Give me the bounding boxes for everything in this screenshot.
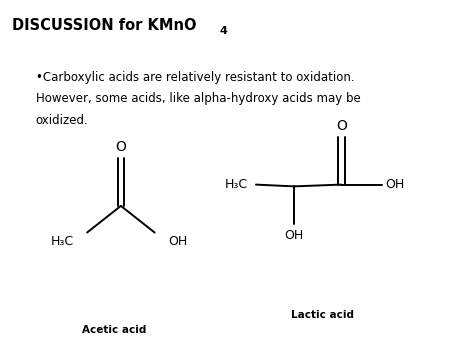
Text: H₃C: H₃C <box>224 178 247 191</box>
Text: •Carboxylic acids are relatively resistant to oxidation.: •Carboxylic acids are relatively resista… <box>36 71 354 84</box>
Text: H₃C: H₃C <box>50 235 73 248</box>
Text: Lactic acid: Lactic acid <box>291 310 354 320</box>
Text: oxidized.: oxidized. <box>36 114 88 127</box>
Text: OH: OH <box>284 229 303 242</box>
Text: Acetic acid: Acetic acid <box>82 326 146 335</box>
Text: 4: 4 <box>219 26 228 36</box>
Text: However, some acids, like alpha-hydroxy acids may be: However, some acids, like alpha-hydroxy … <box>36 92 360 105</box>
Text: OH: OH <box>168 235 188 248</box>
Text: DISCUSSION for KMnO: DISCUSSION for KMnO <box>12 18 196 33</box>
Text: O: O <box>116 141 126 154</box>
Text: OH: OH <box>385 178 405 191</box>
Text: O: O <box>336 119 346 133</box>
